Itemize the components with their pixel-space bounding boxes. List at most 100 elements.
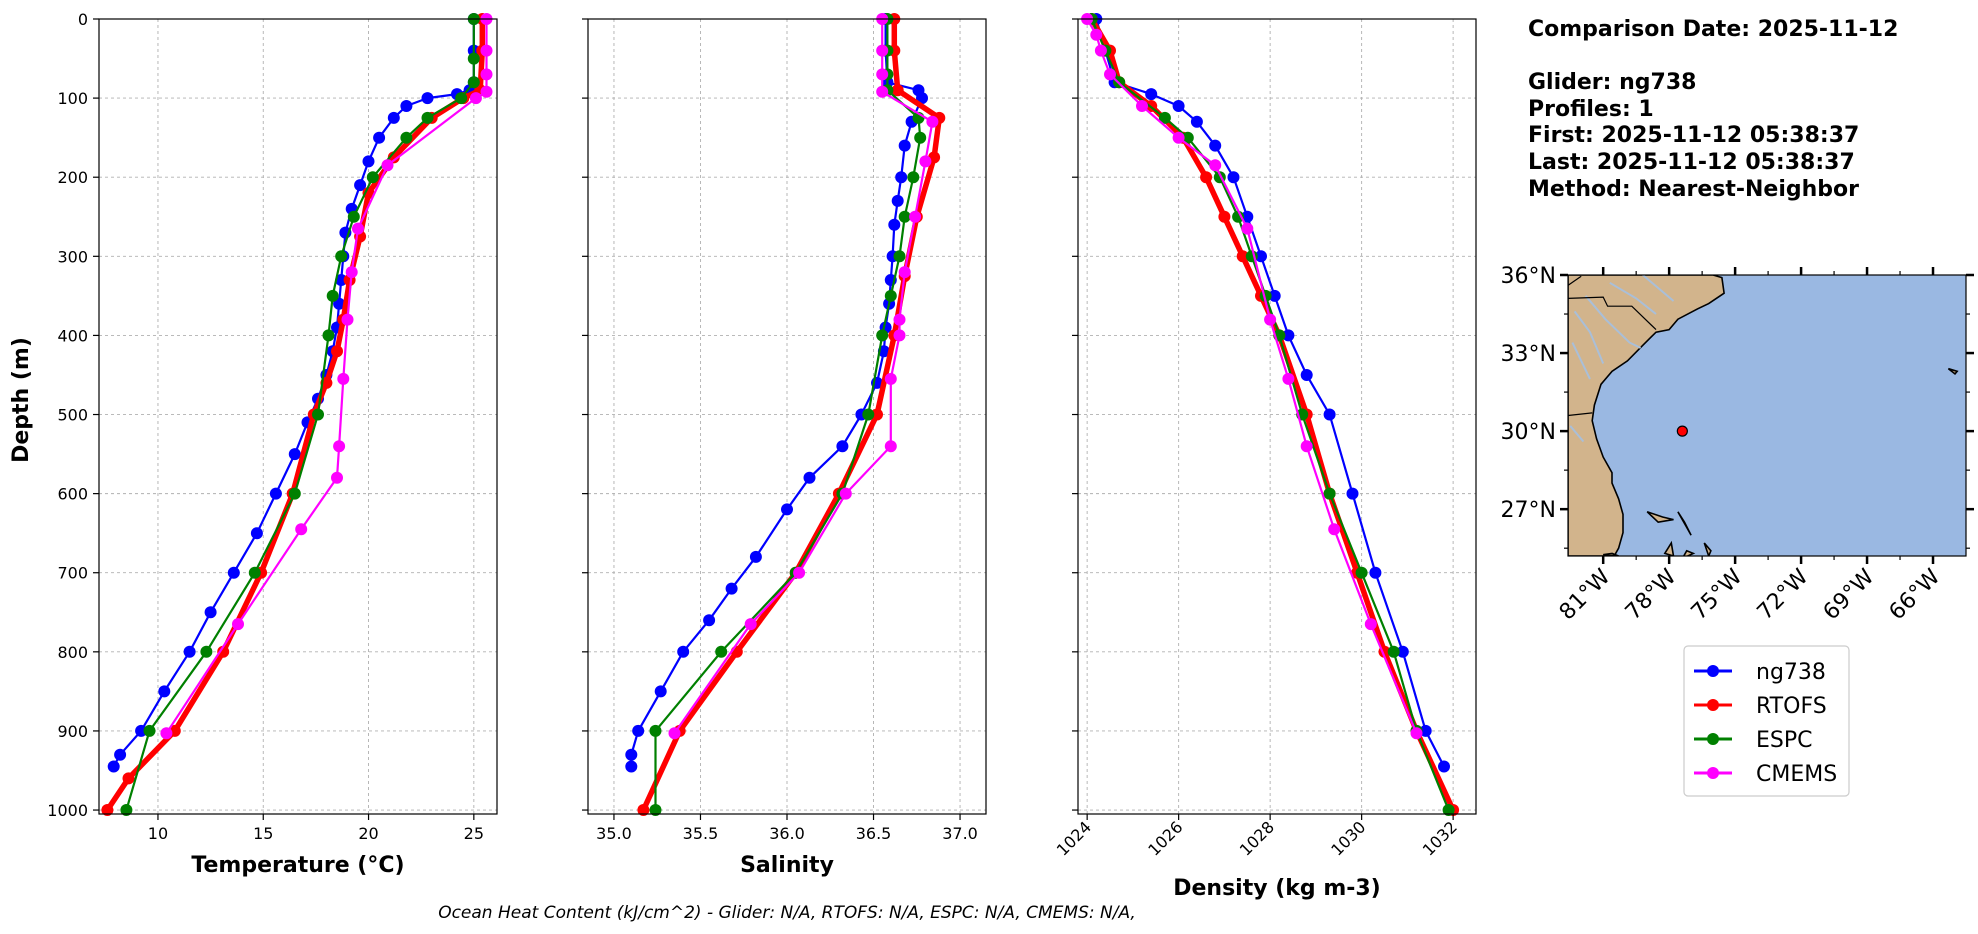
data-point-cmems [909, 210, 922, 223]
data-point-rtofs [891, 84, 904, 97]
legend: ng738 RTOFS ESPC CMEMS [1683, 645, 1850, 797]
data-point-cmems [1364, 618, 1377, 631]
data-point-rtofs [217, 645, 230, 658]
data-point-ng738 [1300, 369, 1313, 381]
state-border [1568, 296, 1657, 331]
island [1663, 540, 1675, 556]
data-point-ng738 [107, 760, 120, 773]
data-point-ng738 [1190, 115, 1203, 128]
first-profile-time: First: 2025-11-12 05:38:37 [1528, 123, 1859, 148]
legend-marker-ng738 [1707, 665, 1719, 677]
series-line-ng738 [630, 19, 924, 767]
x-tick-label: 1026 [1144, 817, 1186, 859]
x-axis-label: Salinity [740, 853, 834, 878]
data-point-espc [143, 724, 156, 737]
data-point-ng738 [703, 614, 716, 627]
data-point-rtofs [101, 804, 114, 816]
data-point-espc [248, 566, 261, 579]
data-point-cmems [876, 68, 889, 81]
data-point-ng738 [625, 748, 638, 761]
data-point-espc [347, 210, 360, 223]
data-point-ng738 [135, 724, 148, 737]
y-tick-label: 100 [57, 89, 88, 108]
data-point-cmems [480, 85, 493, 98]
data-point-ng738 [632, 724, 645, 737]
last-profile-time: Last: 2025-11-12 05:38:37 [1528, 150, 1855, 175]
state-border [1568, 275, 1582, 286]
data-point-ng738 [654, 685, 667, 698]
data-point-cmems [793, 566, 806, 579]
data-point-ng738 [1346, 487, 1359, 500]
data-point-rtofs [122, 772, 135, 785]
data-point-espc [288, 487, 301, 500]
data-point-espc [893, 250, 906, 263]
x-tick-label: 37.0 [942, 824, 978, 843]
data-point-ng738 [888, 218, 901, 231]
ocean-heat-content-footer: Ocean Heat Content (kJ/cm^2) - Glider: N… [438, 903, 1136, 923]
y-tick-label: 600 [57, 485, 88, 504]
data-point-cmems [884, 372, 897, 385]
lon-label: 72°W [1753, 564, 1814, 625]
data-point-espc [467, 76, 480, 89]
data-point-ng738 [1438, 760, 1450, 773]
data-point-cmems [1104, 68, 1116, 81]
island [1646, 511, 1674, 524]
data-point-espc [862, 408, 875, 421]
data-point-ng738 [1419, 724, 1432, 737]
data-point-cmems [1209, 159, 1222, 172]
data-point-ng738 [1323, 408, 1336, 421]
data-point-espc [884, 289, 897, 302]
island [1682, 549, 1696, 556]
data-point-ng738 [1209, 139, 1222, 152]
data-point-ng738 [749, 550, 762, 563]
data-point-ng738 [354, 179, 367, 192]
data-point-cmems [341, 313, 354, 326]
data-point-cmems [919, 155, 932, 168]
data-point-cmems [480, 44, 493, 57]
data-point-cmems [1264, 313, 1277, 326]
density-panel: 1024 1026 1028 1030 1032 Density (kg m-3) [1053, 13, 1477, 901]
comparison-date: Comparison Date: 2025-11-12 [1528, 17, 1898, 42]
data-point-cmems [333, 440, 346, 453]
data-point-rtofs [1236, 250, 1249, 263]
data-point-espc [467, 52, 480, 65]
x-tick-label: 1024 [1053, 817, 1095, 859]
lat-label: 36°N [1501, 264, 1556, 289]
data-point-cmems [744, 618, 757, 631]
data-point-ng738 [836, 440, 849, 453]
data-point-ng738 [335, 274, 348, 286]
data-point-cmems [232, 618, 244, 631]
y-tick-label: 300 [57, 247, 88, 266]
data-point-ng738 [183, 645, 196, 658]
data-point-ng738 [362, 155, 375, 168]
data-point-ng738 [1172, 100, 1185, 112]
data-point-cmems [480, 68, 493, 81]
river-line [1642, 275, 1675, 302]
data-point-ng738 [158, 685, 171, 698]
data-point-rtofs [871, 408, 883, 421]
data-point-cmems [893, 313, 906, 326]
axes-frame [1077, 18, 1477, 815]
river-line [1584, 295, 1642, 349]
x-tick-label: 20 [358, 824, 378, 843]
data-point-espc [1387, 645, 1400, 658]
data-point-ng738 [898, 139, 911, 152]
data-point-ng738 [373, 131, 386, 144]
data-point-cmems [1282, 372, 1295, 385]
data-point-cmems [295, 523, 308, 536]
river-line [1609, 281, 1657, 315]
land-area [1568, 275, 1725, 556]
data-point-espc [1181, 131, 1194, 144]
river-line [1569, 425, 1585, 443]
island [1703, 542, 1712, 556]
data-point-cmems [884, 440, 897, 453]
river-line [1571, 342, 1591, 380]
data-point-ng738 [269, 487, 282, 500]
data-point-espc [907, 171, 920, 184]
data-point-ng738 [400, 100, 413, 112]
island [1677, 511, 1692, 536]
data-point-espc [322, 329, 335, 342]
profile-count: Profiles: 1 [1528, 97, 1654, 122]
data-point-espc [200, 645, 213, 658]
